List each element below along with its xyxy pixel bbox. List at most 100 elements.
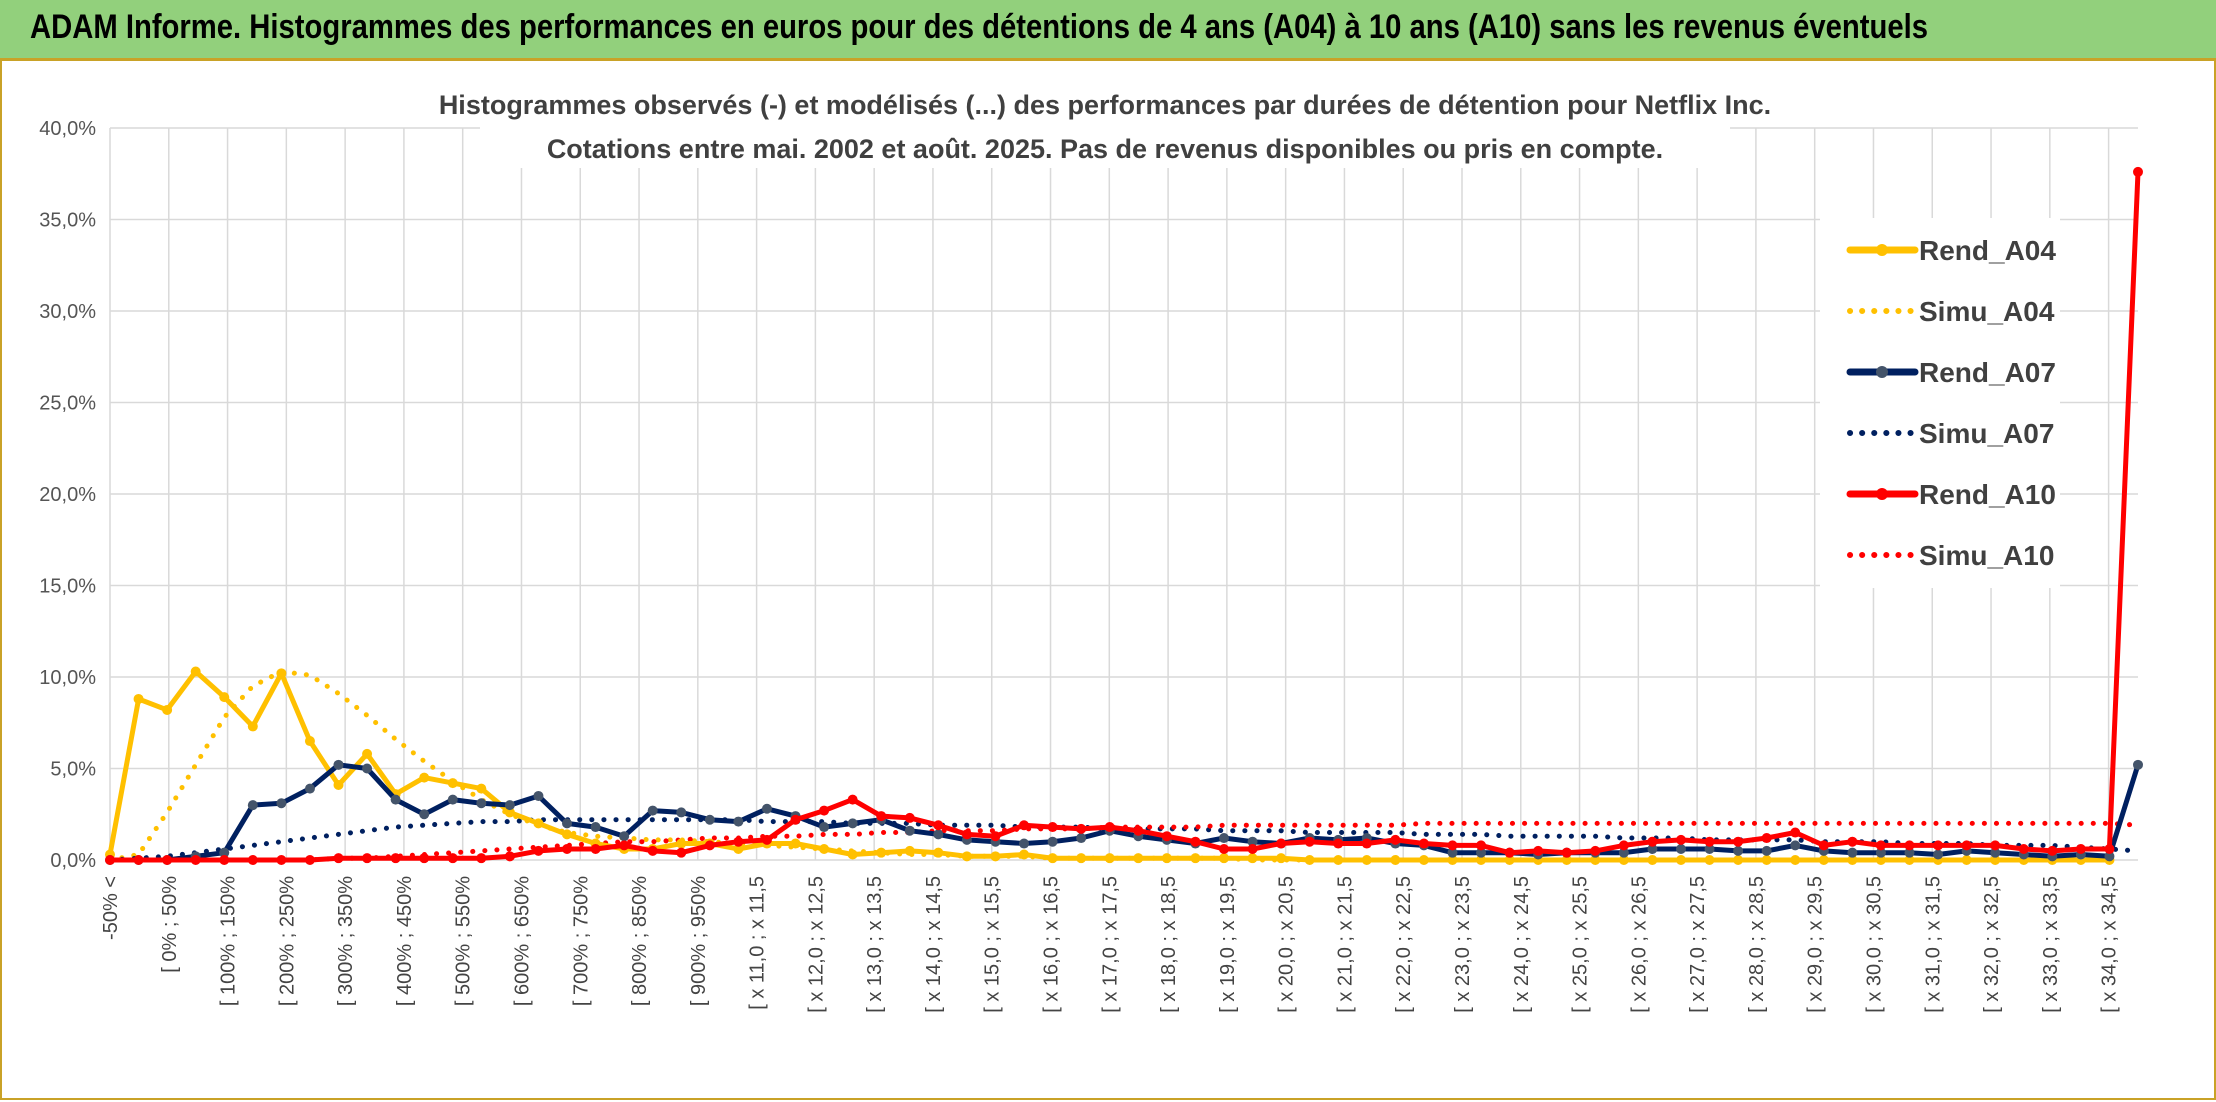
data-point (1333, 855, 1344, 865)
x-tick-label: [ 800% ; 850% (629, 876, 651, 1006)
data-point (733, 844, 744, 855)
data-point (1361, 855, 1372, 865)
data-point (390, 853, 401, 864)
data-point (1190, 836, 1201, 847)
data-point (562, 818, 573, 829)
data-point (590, 844, 601, 855)
y-tick-label: 15,0% (39, 576, 96, 598)
data-point (533, 818, 544, 829)
data-point (390, 794, 401, 805)
data-point (819, 844, 830, 855)
data-point (1190, 853, 1201, 864)
data-point (1618, 840, 1629, 851)
data-point (504, 807, 515, 818)
data-point (276, 798, 287, 809)
data-point (1504, 847, 1515, 858)
data-point (1704, 844, 1715, 855)
data-point (1476, 855, 1487, 865)
data-point (1447, 840, 1458, 851)
data-point (276, 668, 287, 679)
data-point (1790, 840, 1801, 851)
data-point (1704, 855, 1715, 865)
data-point (1818, 840, 1829, 851)
data-point (1761, 833, 1772, 844)
x-tick-label: [ x 21,0 ; x 21,5 (1334, 876, 1356, 1013)
data-point (619, 831, 630, 842)
data-point (1675, 834, 1686, 845)
legend-label: Simu_A10 (1919, 540, 2054, 571)
data-point (1675, 855, 1686, 865)
data-point (1904, 855, 1915, 865)
data-point (2047, 845, 2058, 856)
data-point (2104, 844, 2115, 855)
data-point (419, 772, 430, 783)
legend-label: Rend_A07 (1919, 357, 2056, 388)
x-tick-label: [ x 29,0 ; x 29,5 (1805, 876, 1827, 1013)
data-point (1847, 836, 1858, 847)
data-point (904, 812, 915, 823)
data-point (1390, 834, 1401, 845)
data-point (1990, 847, 2001, 858)
data-point (1133, 853, 1144, 864)
x-tick-label: [ x 23,0 ; x 23,5 (1452, 876, 1474, 1013)
data-point (704, 840, 715, 851)
data-point (933, 829, 944, 840)
data-point (1875, 840, 1886, 851)
x-tick-label: [ 200% ; 250% (276, 876, 298, 1006)
data-point (1019, 820, 1030, 831)
data-point (933, 820, 944, 831)
data-point (876, 811, 887, 822)
x-tick-label: [ 400% ; 450% (394, 876, 416, 1006)
data-point (1647, 844, 1658, 855)
data-point (990, 831, 1001, 842)
data-point (1019, 849, 1030, 860)
data-point (790, 814, 801, 825)
data-point (1276, 853, 1287, 864)
data-point (1104, 822, 1115, 833)
data-point (1818, 855, 1829, 865)
data-point (790, 838, 801, 849)
y-axis: 0,0% 5,0% 10,0% 15,0% 20,0% 25,0% 30,0% 35,0% 40… (39, 118, 96, 872)
data-point (1590, 845, 1601, 856)
series-Simu_A04 (107, 669, 2112, 863)
data-point (219, 847, 230, 858)
data-point (1247, 853, 1258, 864)
data-point (1019, 838, 1030, 849)
x-tick-label: [ x 22,0 ; x 22,5 (1393, 876, 1415, 1013)
data-point (533, 845, 544, 856)
subtitle-bg (480, 126, 1730, 168)
x-tick-label: [ 100% ; 150% (218, 876, 240, 1006)
data-point (1076, 833, 1087, 844)
data-point (419, 809, 430, 820)
x-tick-label: [ x 34,0 ; x 34,5 (2099, 876, 2121, 1013)
x-tick-label: [ 0% ; 50% (159, 876, 181, 973)
x-tick-label: [ x 27,0 ; x 27,5 (1687, 876, 1709, 1013)
data-point (1790, 855, 1801, 865)
series-Rend_A07 (105, 759, 2143, 865)
data-point (133, 855, 144, 865)
data-point (1847, 847, 1858, 858)
x-tick-label: [ x 33,0 ; x 33,5 (2040, 876, 2062, 1013)
data-point (1247, 844, 1258, 855)
data-point (961, 829, 972, 840)
data-point (1733, 836, 1744, 847)
y-tick-label: 40,0% (39, 118, 96, 140)
data-point (1790, 827, 1801, 838)
legend-label: Simu_A07 (1919, 418, 2054, 449)
data-point (1218, 833, 1229, 844)
data-point (562, 829, 573, 840)
data-point (1933, 849, 1944, 860)
data-point (304, 855, 315, 865)
legend-marker (1876, 488, 1888, 500)
data-point (2075, 844, 2086, 855)
data-point (647, 845, 658, 856)
data-point (1047, 822, 1058, 833)
legend-bg (1820, 218, 2060, 588)
data-point (1247, 836, 1258, 847)
data-point (362, 748, 373, 759)
x-tick-label: [ x 24,0 ; x 24,5 (1511, 876, 1533, 1013)
data-point (1904, 847, 1915, 858)
series-Rend_A10 (105, 166, 2143, 865)
data-point (419, 853, 430, 864)
